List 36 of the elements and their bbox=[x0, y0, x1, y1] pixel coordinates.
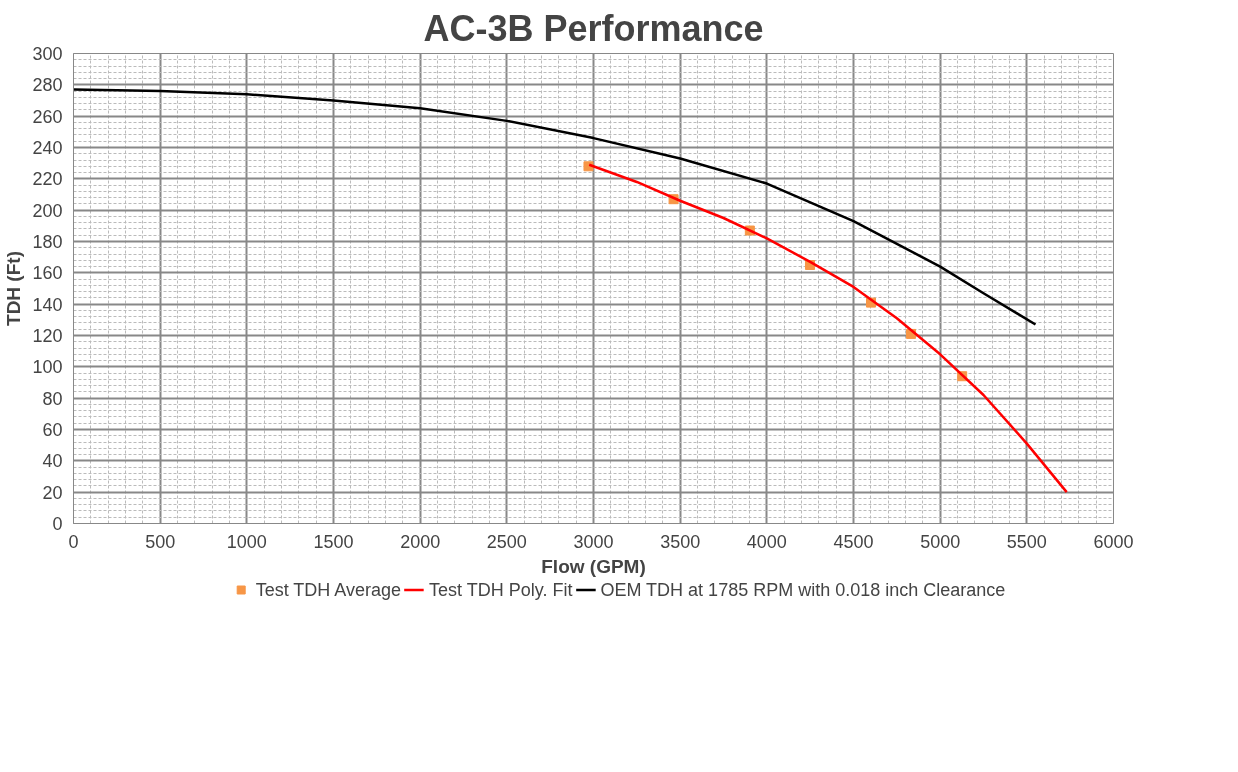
y-tick-label: 80 bbox=[42, 388, 63, 409]
y-tick-label: 280 bbox=[32, 75, 63, 96]
legend-label: Test TDH Average bbox=[255, 579, 402, 600]
x-tick-label: 4500 bbox=[833, 531, 874, 552]
y-tick-label: 60 bbox=[42, 420, 63, 440]
y-tick-label: 180 bbox=[32, 232, 63, 252]
x-tick-label: 3000 bbox=[573, 531, 614, 552]
line-series bbox=[73, 88, 1037, 326]
x-axis-title: Flow (GPM) bbox=[541, 555, 646, 577]
y-tick-label: 40 bbox=[42, 451, 63, 472]
x-tick-label: 5000 bbox=[920, 531, 961, 552]
chart-title: AC-3B Performance bbox=[423, 7, 764, 49]
y-tick-label: 200 bbox=[32, 200, 63, 221]
x-tick-label: 0 bbox=[68, 531, 79, 552]
y-tick-label: 220 bbox=[32, 169, 63, 190]
y-axis-title: TDH (Ft) bbox=[3, 251, 25, 326]
x-tick-label: 2000 bbox=[400, 531, 441, 552]
y-tick-label: 140 bbox=[32, 294, 63, 315]
x-tick-label: 500 bbox=[145, 531, 176, 552]
y-tick-label: 160 bbox=[32, 263, 63, 284]
x-tick-label: 6000 bbox=[1093, 531, 1134, 552]
y-tick-label: 300 bbox=[32, 44, 63, 64]
y-tick-label: 260 bbox=[32, 106, 63, 127]
y-tick-label: 100 bbox=[32, 357, 63, 378]
x-tick-label: 5500 bbox=[1006, 531, 1047, 552]
x-tick-label: 3500 bbox=[660, 531, 701, 552]
y-tick-label: 0 bbox=[52, 514, 63, 534]
x-tick-label: 1000 bbox=[226, 531, 267, 552]
y-tick-label: 20 bbox=[42, 482, 63, 503]
legend-label: Test TDH Poly. Fit bbox=[429, 579, 573, 600]
x-tick-label: 1500 bbox=[313, 531, 354, 552]
x-tick-label: 2500 bbox=[486, 531, 527, 552]
legend-label: OEM TDH at 1785 RPM with 0.018 inch Clearance bbox=[600, 579, 1006, 600]
y-tick-label: 240 bbox=[32, 138, 63, 158]
x-tick-label: 4000 bbox=[746, 531, 787, 552]
y-tick-label: 120 bbox=[32, 326, 63, 346]
